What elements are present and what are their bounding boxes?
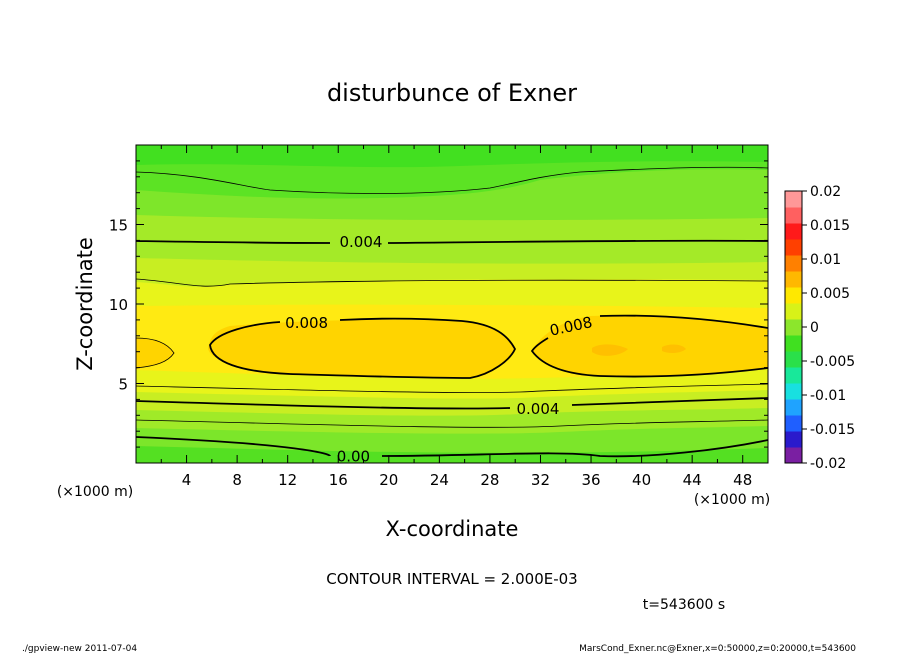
x-tick-label: 32	[531, 471, 550, 489]
contour-line-a	[136, 166, 768, 194]
contour-lines	[136, 166, 768, 458]
footer-left: ./gpview-new 2011-07-04	[22, 644, 137, 654]
x-unit-right: (×1000 m)	[694, 492, 770, 508]
x-tick-label: 16	[329, 471, 348, 489]
contour-line-d	[136, 337, 175, 369]
x-axis-label: X-coordinate	[386, 517, 519, 541]
colorbar-tick-label: 0.02	[810, 184, 841, 200]
x-tick-label: 44	[683, 471, 702, 489]
contour-line-e	[209, 317, 517, 379]
colorbar-swatch	[785, 335, 802, 352]
contour-label: 0.008	[285, 314, 328, 332]
footer-right: MarsCond_Exner.nc@Exner,x=0:50000,z=0:20…	[579, 644, 856, 654]
y-tick-label: 5	[118, 376, 128, 394]
colorbar-swatch	[785, 431, 802, 448]
colorbar-swatch	[785, 415, 802, 432]
colorbar-tick-label: -0.01	[810, 388, 846, 404]
colorbar-swatch	[785, 207, 802, 224]
x-tick-label: 36	[581, 471, 600, 489]
y-axis: 5 10 15	[109, 160, 768, 448]
colorbar-swatch	[785, 447, 802, 464]
colorbar-tick-label: 0.005	[810, 286, 850, 302]
colorbar-swatch	[785, 383, 802, 400]
colorbar-swatch	[785, 351, 802, 368]
colorbar-tick-label: -0.005	[810, 354, 855, 370]
y-tick-label: 15	[109, 217, 128, 235]
y-tick-label: 10	[109, 296, 128, 314]
colorbar-swatch	[785, 271, 802, 288]
colorbar-swatch	[785, 367, 802, 384]
colorbar-tick-label: -0.015	[810, 422, 855, 438]
colorbar-swatch	[785, 399, 802, 416]
peak-1	[592, 344, 628, 356]
contour-interval-text: CONTOUR INTERVAL = 2.000E-03	[326, 570, 577, 588]
x-tick-label: 40	[632, 471, 651, 489]
y-axis-label: Z-coordinate	[73, 237, 97, 371]
colorbar-swatch	[785, 287, 802, 304]
contour-line-i	[136, 419, 768, 428]
x-unit-left: (×1000 m)	[57, 484, 133, 500]
x-tick-label: 24	[430, 471, 449, 489]
contour-label: 0.00	[337, 448, 370, 466]
contour-line-f	[530, 314, 768, 378]
contour-line-c	[136, 278, 768, 287]
colorbar-swatch	[785, 223, 802, 240]
x-tick-label: 4	[182, 471, 192, 489]
colorbar-tick-label: 0	[810, 320, 819, 336]
colorbar: 0.02 0.015 0.01 0.005 0 -0.005 -0.01 -0.015 -0.0…	[784, 184, 855, 472]
core-left-edge	[136, 338, 174, 368]
colorbar-swatch	[785, 303, 802, 320]
contour-line-h	[136, 397, 768, 410]
x-tick-label: 28	[480, 471, 499, 489]
chart-title: disturbunce of Exner	[327, 79, 577, 107]
contour-label: 0.004	[516, 400, 559, 418]
x-axis: 4 8 12 16 20 24 28 32 36 40 44 48	[160, 145, 752, 489]
colorbar-swatch	[785, 239, 802, 256]
x-tick-label: 20	[379, 471, 398, 489]
colorbar-tick-label: -0.02	[810, 456, 846, 472]
core-right	[532, 315, 768, 377]
contour-line-b	[136, 239, 768, 244]
colorbar-swatch	[785, 255, 802, 272]
x-tick-label: 12	[278, 471, 297, 489]
x-tick-label: 48	[733, 471, 752, 489]
core-center	[208, 319, 515, 378]
colorbar-swatch	[785, 191, 802, 208]
x-tick-label: 8	[232, 471, 242, 489]
colorbar-swatch	[785, 319, 802, 336]
peak-2	[662, 344, 686, 354]
contour-line-j	[136, 436, 768, 458]
colorbar-tick-label: 0.01	[810, 252, 841, 268]
contour-label: 0.004	[340, 233, 383, 251]
colorbar-tick-label: 0.015	[810, 218, 850, 234]
contour-line-g	[136, 383, 768, 393]
time-text: t=543600 s	[643, 597, 725, 613]
